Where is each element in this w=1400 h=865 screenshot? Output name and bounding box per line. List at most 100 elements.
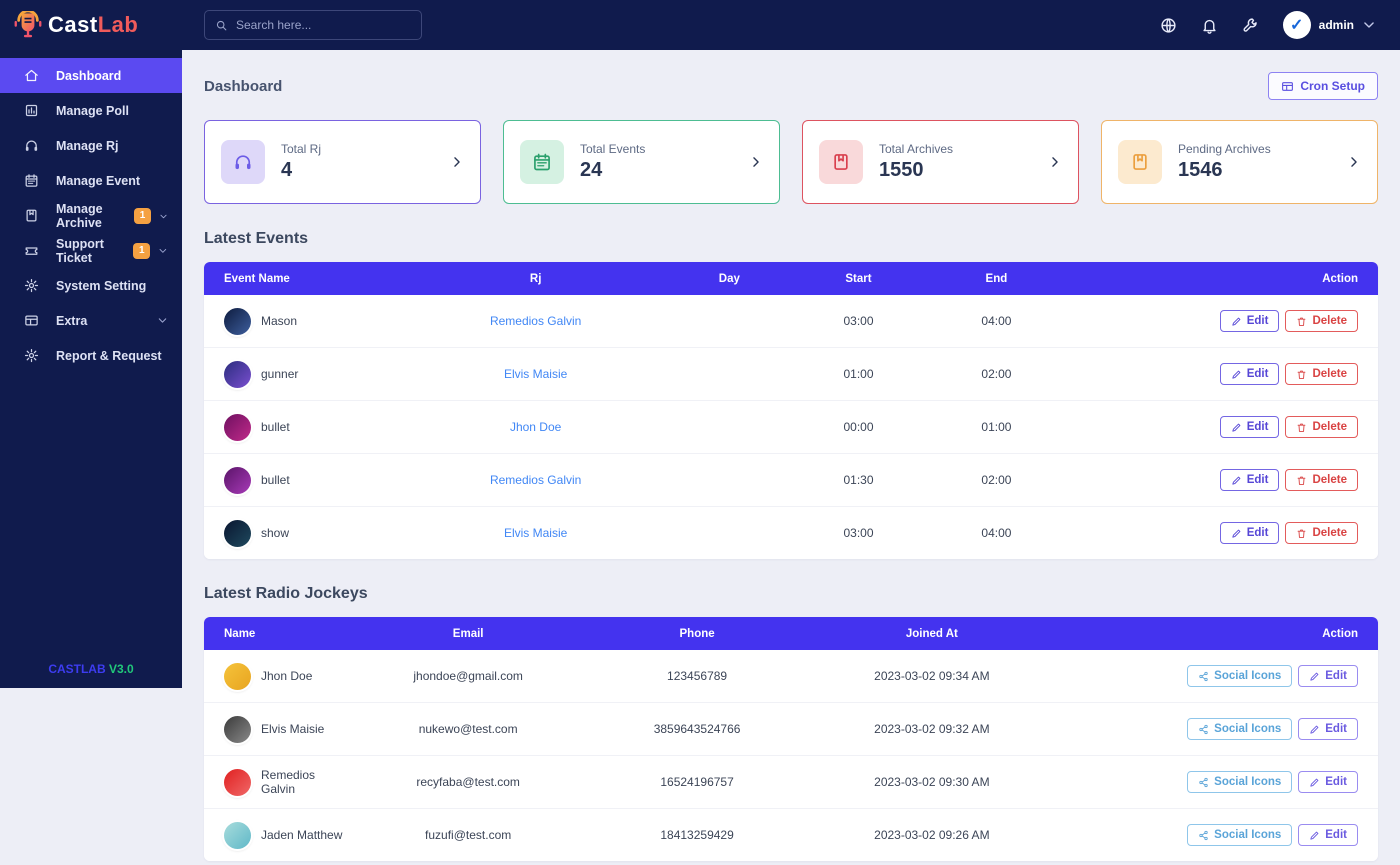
user-name: admin [1318, 18, 1354, 32]
pencil-icon [1310, 725, 1319, 734]
sidebar-item-support-ticket[interactable]: Support Ticket 1 [0, 233, 182, 268]
edit-button[interactable]: Edit [1219, 416, 1280, 438]
rj-joined-at: 2023-03-02 09:32 AM [826, 702, 1038, 756]
col-end: End [925, 262, 1067, 295]
stat-label: Total Archives [879, 142, 954, 156]
rj-name: Remedios Galvin [261, 768, 316, 796]
event-table-row: show Elvis Maisie 03:00 04:00 Edit Delete [204, 506, 1378, 559]
sidebar-item-report-request[interactable]: Report & Request [0, 338, 182, 373]
table-icon [24, 313, 39, 328]
rj-table-row: Remedios Galvin recyfaba@test.com 165241… [204, 755, 1378, 809]
pencil-icon [1310, 831, 1319, 840]
rj-link[interactable]: Jhon Doe [509, 420, 562, 434]
user-menu[interactable]: ✓ admin [1282, 11, 1376, 39]
brand-name-lab: Lab [97, 12, 139, 37]
social-icons-button[interactable]: Social Icons [1187, 718, 1293, 740]
cron-setup-button[interactable]: Cron Setup [1268, 72, 1378, 100]
social-icons-label: Social Icons [1214, 829, 1282, 841]
brand-logo[interactable]: CastLab [0, 0, 182, 50]
edit-button[interactable]: Edit [1298, 718, 1358, 740]
delete-label: Delete [1312, 474, 1347, 486]
pencil-icon [1232, 476, 1241, 485]
search-input[interactable] [236, 18, 396, 32]
stat-card-total-events[interactable]: Total Events 24 [503, 120, 780, 204]
sidebar-item-manage-rj[interactable]: Manage Rj [0, 128, 182, 163]
archive-icon [1118, 140, 1162, 184]
edit-button[interactable]: Edit [1219, 522, 1280, 544]
edit-button[interactable]: Edit [1298, 771, 1358, 793]
archive-icon [819, 140, 863, 184]
share-icon [1199, 830, 1208, 840]
footer-brand-name: CASTLAB [48, 662, 106, 676]
sidebar-item-label: Extra [56, 313, 88, 328]
stat-card-total-rj[interactable]: Total Rj 4 [204, 120, 481, 204]
trash-icon [1298, 370, 1306, 379]
events-table: Event Name Rj Day Start End Action Mason… [204, 262, 1378, 559]
edit-button[interactable]: Edit [1298, 824, 1358, 846]
sidebar-item-manage-poll[interactable]: Manage Poll [0, 93, 182, 128]
edit-button[interactable]: Edit [1219, 310, 1280, 332]
rjs-table-header: Name Email Phone Joined At Action [204, 617, 1378, 650]
social-icons-button[interactable]: Social Icons [1187, 771, 1293, 793]
social-icons-button[interactable]: Social Icons [1187, 665, 1293, 687]
user-chevron-down-icon [1362, 18, 1376, 32]
delete-button[interactable]: Delete [1285, 469, 1358, 491]
delete-label: Delete [1312, 368, 1347, 380]
rj-link[interactable]: Remedios Galvin [489, 314, 582, 328]
trash-icon [1298, 317, 1306, 326]
col-phone: Phone [567, 617, 827, 650]
edit-label: Edit [1325, 776, 1347, 788]
event-name: bullet [261, 420, 290, 434]
tools-wrench-icon[interactable] [1242, 17, 1259, 34]
pencil-icon [1232, 317, 1241, 326]
headphones-icon [24, 138, 39, 153]
sidebar-item-system-setting[interactable]: System Setting [0, 268, 182, 303]
chevron-right-icon [450, 155, 464, 169]
col-day: Day [667, 262, 791, 295]
grid-icon [1282, 81, 1294, 91]
sidebar-item-dashboard[interactable]: Dashboard [0, 58, 182, 93]
edit-button[interactable]: Edit [1298, 665, 1358, 687]
rj-avatar [224, 715, 251, 743]
edit-label: Edit [1246, 527, 1269, 539]
social-icons-label: Social Icons [1214, 776, 1282, 788]
edit-button[interactable]: Edit [1219, 363, 1280, 385]
sidebar-item-manage-event[interactable]: Manage Event [0, 163, 182, 198]
rj-link[interactable]: Remedios Galvin [489, 473, 582, 487]
rj-phone: 18413259429 [567, 808, 827, 861]
rj-phone: 16524196757 [567, 755, 827, 809]
event-start-time: 03:00 [790, 506, 926, 559]
col-name: Name [204, 617, 369, 650]
edit-button[interactable]: Edit [1219, 469, 1280, 491]
delete-button[interactable]: Delete [1285, 310, 1358, 332]
col-action: Action [1066, 262, 1378, 295]
event-avatar [224, 307, 251, 335]
language-globe-icon[interactable] [1160, 17, 1177, 34]
stat-card-pending-archives[interactable]: Pending Archives 1546 [1101, 120, 1378, 204]
sidebar-item-manage-archive[interactable]: Manage Archive 1 [0, 198, 182, 233]
rj-joined-at: 2023-03-02 09:30 AM [826, 755, 1038, 809]
event-end-time: 04:00 [925, 506, 1067, 559]
chevron-right-icon [749, 155, 763, 169]
microphone-logo-icon [14, 11, 42, 38]
sidebar-item-extra[interactable]: Extra [0, 303, 182, 338]
delete-button[interactable]: Delete [1285, 522, 1358, 544]
delete-button[interactable]: Delete [1285, 363, 1358, 385]
pencil-icon [1232, 370, 1241, 379]
search-box[interactable] [204, 10, 422, 40]
event-avatar [224, 360, 251, 388]
social-icons-button[interactable]: Social Icons [1187, 824, 1293, 846]
rj-table-row: Elvis Maisie nukewo@test.com 38596435247… [204, 702, 1378, 756]
notifications-bell-icon[interactable] [1201, 17, 1218, 34]
rj-link[interactable]: Elvis Maisie [503, 526, 568, 540]
social-icons-label: Social Icons [1214, 723, 1282, 735]
rj-avatar [224, 821, 251, 849]
stat-card-total-archives[interactable]: Total Archives 1550 [802, 120, 1079, 204]
event-start-time: 03:00 [790, 295, 926, 348]
chevron-right-icon [1347, 155, 1361, 169]
event-table-row: bullet Jhon Doe 00:00 01:00 Edit Delete [204, 400, 1378, 454]
rj-link[interactable]: Elvis Maisie [503, 367, 568, 381]
gear-icon [24, 278, 39, 293]
event-start-time: 01:30 [790, 453, 926, 507]
delete-button[interactable]: Delete [1285, 416, 1358, 438]
